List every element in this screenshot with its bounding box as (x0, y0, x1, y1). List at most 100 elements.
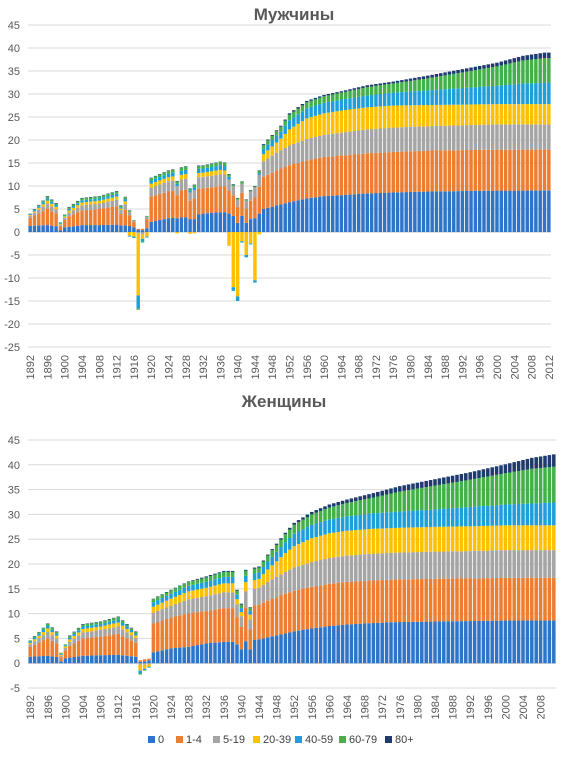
bar-segment-1894-40-59 (37, 206, 41, 208)
bar-segment-1940-1-4 (235, 206, 240, 223)
bar-segment-1954-60-79 (301, 519, 305, 530)
bar-segment-1956-5-19 (305, 139, 309, 161)
bar-segment-1932-40-59 (204, 581, 208, 588)
bar-segment-1912-60-79 (114, 191, 119, 194)
bar-segment-2005-40-59 (525, 503, 530, 526)
bar-segment-1898-0 (54, 226, 58, 232)
bar-segment-2007-0 (525, 190, 529, 232)
bar-segment-1960-40-59 (327, 519, 332, 534)
bar-segment-1914-80plus (125, 624, 129, 625)
bar-segment-1920-20-39 (149, 183, 153, 188)
bar-segment-1962-0 (330, 195, 335, 232)
bar-segment-1899-60-79 (58, 222, 63, 224)
bar-segment-1983-5-19 (428, 551, 433, 579)
bar-segment-1929-60-79 (191, 580, 195, 585)
bar-segment-2005-40-59 (516, 83, 521, 105)
bar-segment-2010-0 (538, 190, 542, 232)
bar-segment-1900-5-19 (63, 647, 68, 651)
bars-men (28, 52, 551, 310)
bar-segment-2008-5-19 (538, 550, 543, 578)
bar-segment-1942-0 (244, 222, 249, 232)
bar-segment-1994-40-59 (469, 87, 473, 105)
bar-segment-1989-80plus (455, 474, 459, 482)
x-tick-label: 1904 (78, 695, 90, 719)
bar-segment-1915-40-59 (129, 629, 134, 633)
legend-label: 80+ (395, 734, 414, 746)
x-tick-label: 1928 (181, 355, 193, 379)
bar-segment-1912-40-59 (116, 619, 120, 623)
bar-segment-1939-0 (231, 215, 236, 232)
bar-segment-1944-0 (257, 639, 261, 664)
bar-segment-1944-60-79 (257, 567, 261, 573)
bar-segment-1914-1-4 (123, 209, 127, 226)
bar-segment-1920-40-59 (149, 180, 153, 184)
bar-segment-1995-1-4 (473, 149, 478, 191)
bar-segment-1953-1-4 (296, 589, 301, 631)
bar-segment-1916-1-4 (132, 221, 136, 228)
bar-segment-1960-5-19 (322, 134, 326, 158)
bar-segment-1955-1-4 (300, 161, 305, 200)
bar-segment-1921-0 (156, 651, 160, 664)
bar-segment-1998-1-4 (494, 578, 499, 621)
bar-segment-1984-80plus (426, 75, 430, 79)
bar-segment-1913-5-19 (119, 209, 123, 215)
bar-segment-1915-1-4 (129, 640, 134, 657)
bar-segment-2003-5-19 (508, 124, 512, 150)
bar-segment-1936-60-79 (222, 571, 226, 577)
bar-segment-1966-80plus (348, 89, 352, 91)
x-tick-label: 1924 (166, 695, 178, 719)
bar-segment-1958-60-79 (318, 510, 323, 523)
bar-segment-1905-5-19 (84, 204, 89, 211)
bar-segment-1929-0 (188, 219, 192, 232)
bar-segment-1983-40-59 (421, 90, 426, 106)
bar-segment-1964-20-39 (339, 110, 344, 133)
bar-segment-1959-1-4 (323, 584, 327, 627)
bar-segment-1966-40-59 (354, 515, 358, 531)
bar-segment-1982-20-39 (417, 105, 421, 127)
bar-segment-1995-80plus (473, 66, 478, 71)
bar-segment-1982-80plus (417, 77, 421, 80)
bar-segment-1917-20-39 (136, 233, 140, 296)
bar-segment-1916-40-59 (134, 633, 138, 636)
bar-segment-2005-0 (525, 620, 530, 664)
bar-segment-1981-40-59 (420, 510, 424, 528)
bar-segment-1957-40-59 (314, 523, 318, 537)
y-tick-label: 10 (8, 609, 20, 621)
y-tick-label: 10 (8, 181, 20, 193)
bar-segment-1921-60-79 (153, 176, 158, 179)
bar-segment-1975-60-79 (387, 84, 391, 94)
bar-segment-2005-5-19 (516, 124, 521, 150)
bar-segment-1930-5-19 (192, 190, 197, 199)
bar-segment-1933-40-59 (205, 167, 210, 172)
bar-segment-1973-0 (378, 192, 382, 232)
bar-segment-1912-0 (116, 654, 120, 664)
bar-segment-1941-20-39 (244, 582, 248, 592)
bar-segment-2005-60-79 (525, 469, 530, 504)
bar-segment-2001-5-19 (499, 124, 504, 150)
bar-segment-1959-20-39 (323, 534, 327, 560)
bar-segment-1922-0 (158, 220, 162, 232)
bar-segment-1929-40-59 (191, 584, 195, 591)
bar-segment-1994-5-19 (469, 125, 473, 151)
bar-segment-2003-1-4 (516, 577, 521, 621)
x-tick-label: 1940 (236, 695, 248, 719)
bar-segment-1923-5-19 (162, 182, 166, 193)
bar-segment-1968-80plus (356, 87, 361, 89)
bar-segment-1915-5-19 (129, 635, 134, 641)
bar-segment-1955-80plus (300, 104, 305, 106)
bar-segment-1968-0 (362, 623, 367, 664)
bar-segment-1910-80plus (107, 619, 112, 620)
legend-swatch-0 (148, 736, 155, 743)
bar-segment-1902-0 (72, 657, 76, 664)
bar-segment-1977-5-19 (402, 552, 406, 580)
bar-segment-1924-0 (169, 648, 173, 664)
bar-segment-1945-40-59 (261, 566, 266, 575)
bar-segment-1991-0 (464, 621, 468, 664)
bar-segment-1907-5-19 (94, 630, 98, 637)
bar-segment-1937-5-19 (222, 174, 227, 187)
bar-segment-1961-40-59 (326, 101, 331, 113)
bar-segment-1974-1-4 (382, 152, 387, 193)
bar-segment-1956-0 (305, 198, 309, 232)
bar-segment-1918-20-39 (142, 664, 147, 669)
bar-segment-1946-20-39 (266, 569, 270, 582)
